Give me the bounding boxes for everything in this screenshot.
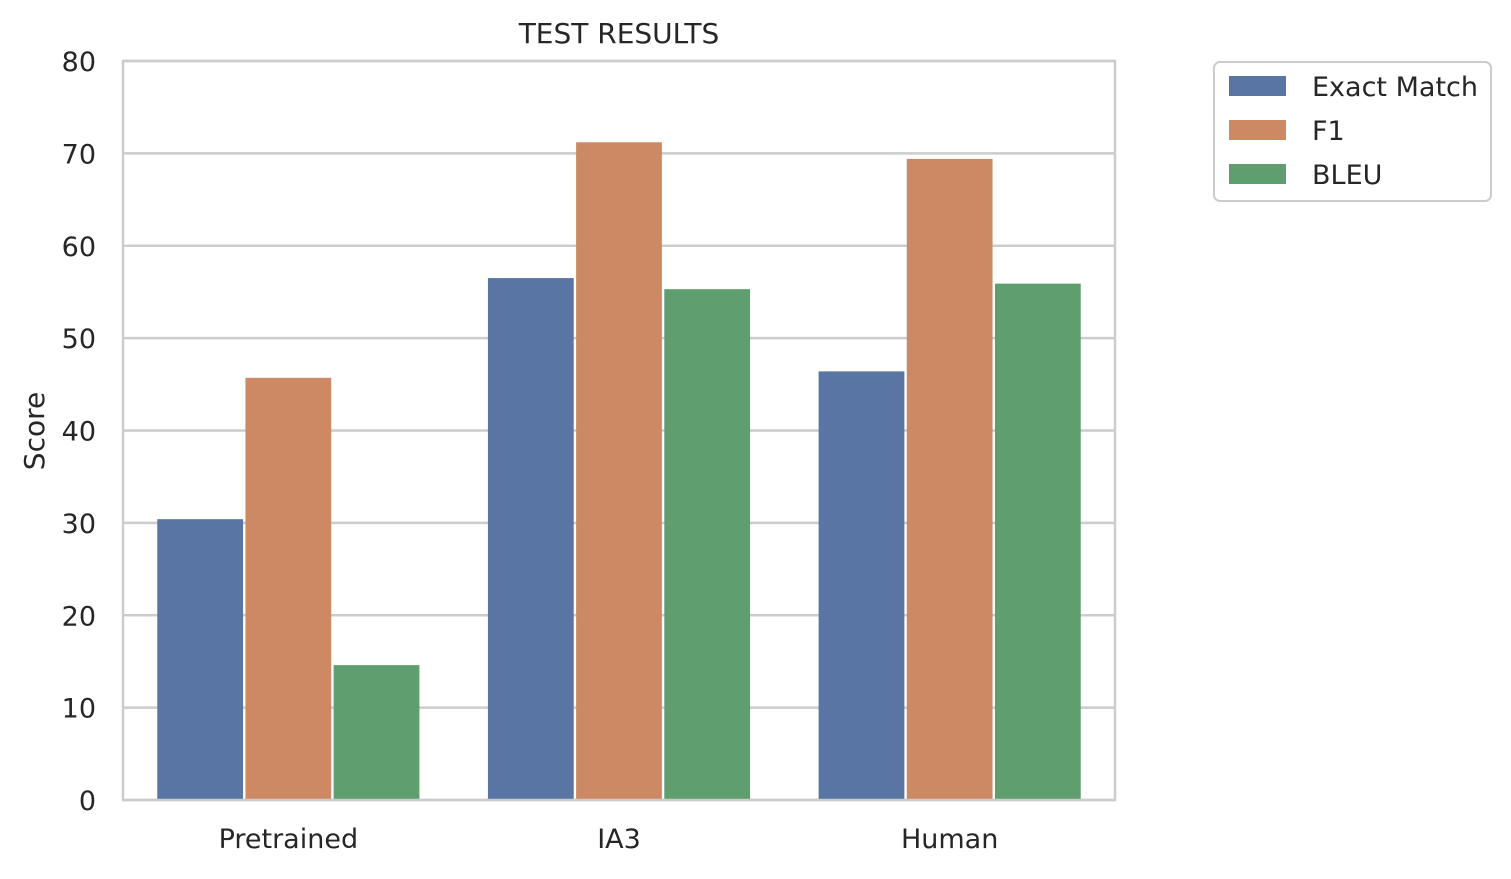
- bar-exact-match-human: [818, 371, 905, 800]
- bar-f1-ia3: [576, 142, 662, 801]
- legend-label: F1: [1312, 116, 1345, 147]
- y-tick-label: 40: [62, 417, 96, 448]
- y-tick-label: 0: [79, 786, 96, 817]
- legend: Exact Match F1 BLEU: [1213, 61, 1492, 202]
- x-tick-label: Pretrained: [219, 824, 359, 855]
- y-tick-label: 70: [62, 139, 96, 170]
- legend-label: Exact Match: [1312, 72, 1478, 103]
- bar-bleu-human: [994, 283, 1081, 800]
- plot-frame: [121, 59, 1117, 802]
- y-tick-label: 80: [62, 47, 96, 78]
- x-tick-label: Human: [901, 824, 998, 855]
- bar-f1-pretrained: [245, 377, 332, 800]
- y-tick-label: 30: [62, 509, 96, 540]
- bar-bleu-ia3: [664, 289, 751, 800]
- y-tick-label: 10: [62, 694, 96, 725]
- legend-swatch: [1229, 76, 1286, 96]
- bar-f1-human: [906, 158, 993, 801]
- x-tick-label: IA3: [597, 824, 641, 855]
- bar-exact-match-ia3: [487, 278, 574, 800]
- x-tick-labels: Pretrained IA3 Human: [219, 824, 999, 855]
- legend-items: Exact Match F1 BLEU: [1229, 72, 1478, 191]
- legend-swatch: [1229, 164, 1286, 184]
- legend-label: BLEU: [1312, 160, 1382, 191]
- bar-exact-match-pretrained: [157, 519, 244, 800]
- y-tick-labels: 0 10 20 30 40 50 60 70 80: [62, 47, 96, 817]
- chart-title: TEST RESULTS: [518, 17, 720, 50]
- y-axis-label: Score: [18, 392, 51, 470]
- y-tick-label: 60: [62, 232, 96, 263]
- bar-bleu-pretrained: [333, 665, 420, 800]
- y-tick-label: 50: [62, 324, 96, 355]
- y-tick-label: 20: [62, 601, 96, 632]
- legend-swatch: [1229, 120, 1286, 140]
- bars: [157, 142, 1081, 801]
